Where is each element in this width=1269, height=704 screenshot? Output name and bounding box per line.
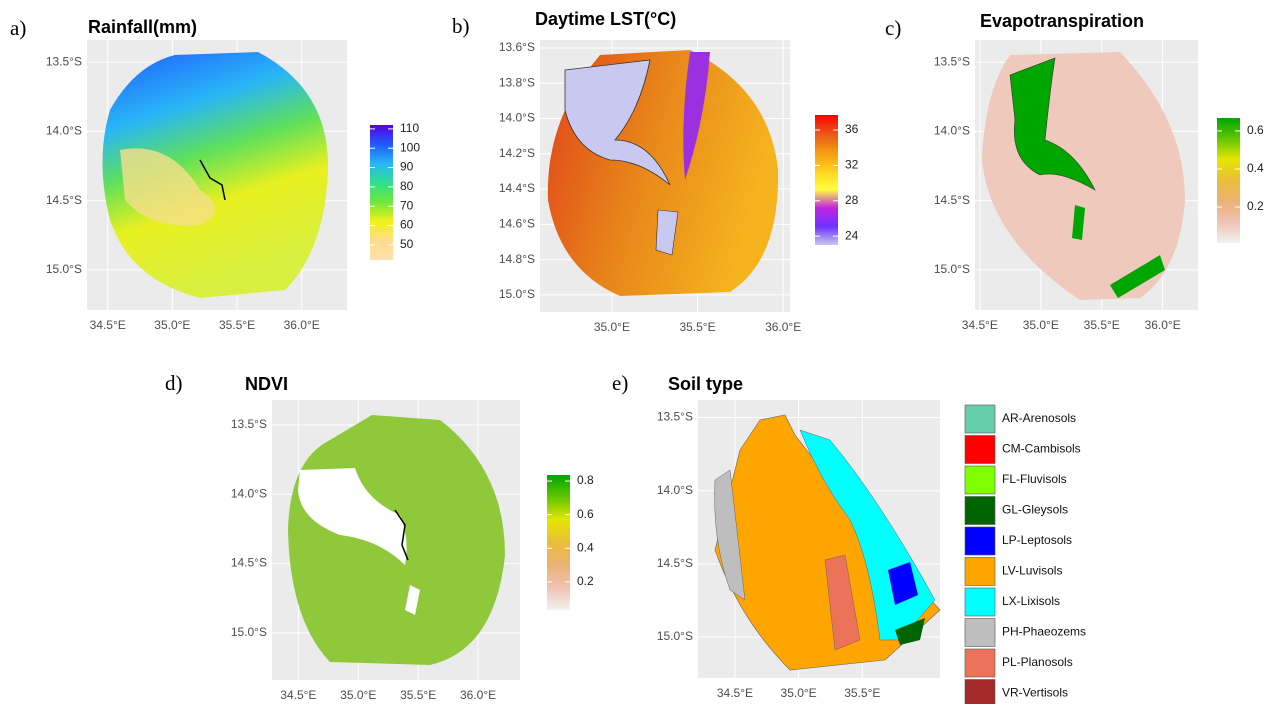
y-tick-label: 14.6°S (499, 217, 535, 231)
y-tick-label: 15.0°S (657, 629, 693, 643)
colorbar (815, 115, 838, 245)
panel-letter: b) (452, 14, 470, 38)
y-tick-label: 13.5°S (657, 410, 693, 424)
legend-swatch (965, 436, 995, 464)
colorbar-label: 110 (400, 121, 419, 135)
y-tick-label: 14.2°S (499, 146, 535, 160)
y-tick-label: 13.5°S (934, 54, 970, 68)
colorbar-label: 0.6 (577, 507, 594, 521)
legend-swatch (965, 497, 995, 525)
x-tick-label: 35.0°E (340, 688, 376, 702)
x-tick-label: 36.0°E (765, 320, 801, 334)
colorbar-label: 28 (845, 193, 859, 207)
legend-label: LX-Lixisols (1002, 594, 1060, 608)
colorbar-label: 0.2 (1247, 199, 1264, 213)
legend-label: PH-Phaeozems (1002, 625, 1086, 639)
panel-letter: c) (885, 16, 901, 40)
x-tick-label: 35.0°E (781, 686, 817, 700)
legend-swatch (965, 588, 995, 616)
y-tick-label: 14.5°S (46, 193, 82, 207)
panel-title: Rainfall(mm) (88, 17, 197, 37)
x-tick-label: 36.0°E (460, 688, 496, 702)
panel-letter: a) (10, 16, 26, 40)
y-tick-label: 14.0°S (657, 483, 693, 497)
x-tick-label: 34.5°E (280, 688, 316, 702)
legend-swatch (965, 405, 995, 433)
legend-label: GL-Gleysols (1002, 503, 1068, 517)
colorbar-label: 0.2 (577, 574, 594, 588)
y-tick-label: 14.0°S (934, 124, 970, 138)
colorbar-label: 0.4 (577, 540, 594, 554)
panel-title: Daytime LST(°C) (535, 9, 676, 29)
legend-swatch (965, 466, 995, 494)
colorbar-label: 70 (400, 198, 414, 212)
colorbar-label: 0.8 (577, 473, 594, 487)
legend-swatch (965, 680, 995, 704)
y-tick-label: 14.5°S (231, 556, 267, 570)
legend-label: CM-Cambisols (1002, 442, 1081, 456)
x-tick-label: 34.5°E (717, 686, 753, 700)
colorbar-label: 60 (400, 218, 414, 232)
y-tick-label: 15.0°S (499, 287, 535, 301)
y-tick-label: 14.5°S (934, 193, 970, 207)
panel-title: Evapotranspiration (980, 11, 1144, 31)
legend-label: LV-Luvisols (1002, 564, 1062, 578)
legend-swatch (965, 558, 995, 586)
x-tick-label: 35.5°E (844, 686, 880, 700)
colorbar-label: 0.4 (1247, 161, 1264, 175)
legend-swatch (965, 619, 995, 647)
legend-swatch (965, 527, 995, 555)
panel-letter: e) (612, 371, 628, 395)
y-tick-label: 13.6°S (499, 40, 535, 54)
x-tick-label: 36.0°E (1145, 318, 1181, 332)
y-tick-label: 14.0°S (231, 486, 267, 500)
y-tick-label: 14.8°S (499, 252, 535, 266)
legend-label: LP-Leptosols (1002, 533, 1072, 547)
x-tick-label: 35.0°E (1023, 318, 1059, 332)
panel-letter: d) (165, 371, 183, 395)
y-tick-label: 15.0°S (231, 625, 267, 639)
x-tick-label: 34.5°E (90, 318, 126, 332)
x-tick-label: 34.5°E (962, 318, 998, 332)
figure: 34.5°E 35.0°E 35.5°E 36.0°E 13.5°S 14.0°S 14.5… (0, 0, 1269, 704)
panel-title: NDVI (245, 374, 288, 394)
x-tick-label: 35.0°E (594, 320, 630, 334)
colorbar-label: 100 (400, 140, 420, 154)
y-tick-label: 14.0°S (46, 124, 82, 138)
x-tick-label: 35.5°E (219, 318, 255, 332)
colorbar-label: 80 (400, 179, 414, 193)
y-tick-label: 14.0°S (499, 111, 535, 125)
colorbar-label: 0.6 (1247, 123, 1264, 137)
x-tick-label: 35.5°E (679, 320, 715, 334)
colorbar (547, 475, 570, 610)
y-tick-label: 13.8°S (499, 75, 535, 89)
legend-label: PL-Planosols (1002, 655, 1073, 669)
y-tick-label: 14.4°S (499, 181, 535, 195)
legend-label: VR-Vertisols (1002, 686, 1068, 700)
y-tick-label: 13.5°S (46, 54, 82, 68)
y-tick-label: 14.5°S (657, 556, 693, 570)
colorbar-label: 50 (400, 237, 414, 251)
x-tick-label: 35.5°E (1084, 318, 1120, 332)
colorbar-label: 90 (400, 160, 414, 174)
panel-title: Soil type (668, 374, 743, 394)
colorbar (370, 125, 393, 260)
y-tick-label: 13.5°S (231, 417, 267, 431)
legend-swatch (965, 649, 995, 677)
colorbar (1217, 118, 1240, 243)
legend-label: FL-Fluvisols (1002, 472, 1067, 486)
x-tick-label: 35.5°E (400, 688, 436, 702)
colorbar-label: 36 (845, 122, 859, 136)
x-tick-label: 35.0°E (154, 318, 190, 332)
y-tick-label: 15.0°S (46, 262, 82, 276)
y-tick-label: 15.0°S (934, 262, 970, 276)
x-tick-label: 36.0°E (284, 318, 320, 332)
colorbar-label: 32 (845, 158, 859, 172)
colorbar-label: 24 (845, 228, 859, 242)
legend-label: AR-Arenosols (1002, 411, 1076, 425)
